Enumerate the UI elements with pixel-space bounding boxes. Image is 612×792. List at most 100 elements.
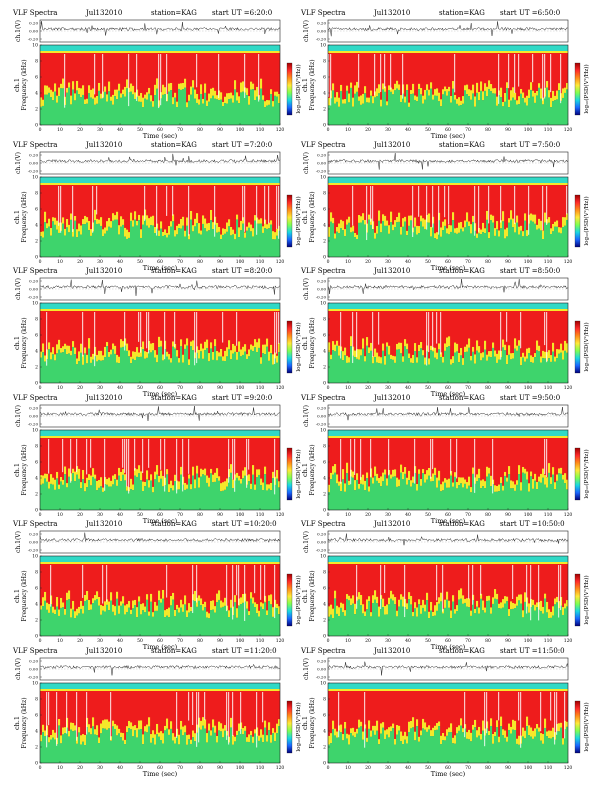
spectrogram-cell (144, 606, 147, 613)
panel-start-ut: start UT =11:20:0 (212, 647, 277, 655)
spectrogram-cell (160, 602, 163, 636)
spectrogram-cell (102, 236, 105, 257)
spectrogram-cell (368, 347, 371, 354)
x-tick-label: 90 (217, 127, 223, 133)
spectrogram-top-band (328, 177, 568, 183)
spectrogram-cell (86, 439, 88, 475)
x-tick-label: 0 (39, 259, 42, 265)
colorbar-label: log₁₀(PSD(V²/Hz)) (583, 575, 590, 624)
spectrogram-cell (330, 221, 333, 257)
trace-axis-label: ch.1(V) (303, 658, 310, 680)
spectrogram-cell (462, 728, 465, 733)
spectrogram-cell (172, 97, 175, 105)
spectrogram-cell (558, 723, 561, 732)
spectrogram-cell (504, 350, 507, 383)
spectrogram-cell (438, 343, 441, 350)
spectrogram-cell (548, 97, 551, 125)
spectrogram-cell (486, 466, 489, 477)
spectrogram-cell (352, 186, 354, 226)
spectrogram-cell (190, 743, 193, 763)
spectrogram-cell (528, 89, 531, 98)
spectrogram-cell (98, 480, 101, 488)
spectrogram-cell (472, 724, 475, 730)
x-tick-label: 90 (217, 765, 223, 771)
spectrogram-cell (396, 477, 399, 487)
spectrogram-cell (234, 480, 237, 510)
spectrogram-cell (532, 90, 535, 97)
spectrogram-cell (438, 220, 441, 257)
spectrogram-cell (268, 722, 271, 731)
spectrogram-cell (70, 439, 72, 483)
spectrogram-cell (248, 356, 251, 383)
x-tick-label: 60 (157, 512, 163, 518)
spectrogram-cell (508, 474, 511, 510)
spectra-panel: VLF Spectra Jul132010 station=KAG start UT … (300, 267, 590, 398)
colorbar-label: log₁₀(PSD(V²/Hz)) (583, 449, 590, 498)
spectrogram-cell (518, 594, 521, 601)
spectrogram-cell (408, 225, 411, 257)
spectrogram-cell (416, 726, 419, 763)
spectrogram-cell (544, 727, 547, 763)
trace-tick-label: -0.20 (316, 675, 327, 680)
spectrogram-cell (378, 84, 381, 94)
spectrogram-cell (456, 727, 459, 734)
spectrogram-cell (538, 481, 541, 510)
spectrogram-cell (370, 186, 372, 222)
x-tick-label: 120 (564, 127, 573, 133)
spectrogram-cell (526, 236, 529, 257)
spectrogram-cell (452, 81, 455, 89)
spectrogram-cell (82, 734, 85, 742)
spectrogram-cell (458, 352, 461, 363)
spectrogram-cell (210, 735, 213, 763)
spectrogram-cell (172, 592, 175, 600)
y-tick-label: 0 (35, 761, 38, 767)
x-axis-label: Time (sec) (143, 390, 178, 398)
spectrogram-cell (516, 484, 519, 510)
spectrogram-cell (328, 744, 331, 763)
spectrogram-cell (210, 342, 213, 349)
spectrogram-cell (388, 727, 391, 738)
spectrogram-cell (542, 97, 545, 105)
spectrogram-cell (384, 225, 387, 257)
spectrogram-cell (266, 610, 269, 615)
spectrogram-cell (516, 605, 519, 636)
spectrogram-cell (520, 93, 523, 125)
spectrogram-cell (266, 228, 269, 257)
spectrogram-cell (92, 717, 95, 727)
spectrogram-cell (252, 603, 255, 636)
spectrogram-cell (264, 101, 267, 108)
spectrogram-cell (242, 186, 244, 221)
spectrogram-cell (514, 232, 517, 257)
spectrogram-cell (206, 106, 209, 125)
spectrogram-cell (400, 102, 403, 125)
x-tick-label: 30 (385, 512, 391, 518)
spectrogram-cell (80, 744, 83, 763)
spectrogram-cell (184, 725, 187, 733)
spectrogram-cell (148, 227, 151, 257)
spectrogram-cell (184, 78, 187, 88)
spectrogram-cell (76, 692, 78, 741)
spectrogram-cell (220, 600, 223, 608)
spectrogram-cell (510, 488, 513, 510)
spectrogram-cell (390, 222, 393, 257)
spectrogram-cell (394, 83, 397, 91)
spectrogram-cell (120, 732, 123, 738)
spectrogram-cell (534, 92, 537, 103)
spectrogram-cell (408, 470, 411, 481)
spectrogram-cell (346, 355, 349, 363)
spectrogram-cell (412, 612, 415, 617)
panel-title: VLF Spectra (300, 9, 345, 17)
spectrogram-cell (338, 345, 341, 356)
spectrogram-cell (518, 54, 520, 87)
spectrogram-cell (386, 225, 389, 257)
spectrogram-yellow-band (328, 309, 568, 311)
spectrogram-cell (536, 90, 539, 96)
spectrogram-cell (278, 487, 281, 510)
spectrogram-cell (422, 718, 425, 729)
spectrogram-cell (230, 350, 233, 360)
spectrogram-cell (44, 85, 47, 95)
spectrogram-cell (60, 186, 62, 233)
spectrogram-cell (90, 728, 93, 735)
spectrogram-cell (144, 481, 147, 487)
spectrogram-cell (340, 732, 343, 763)
